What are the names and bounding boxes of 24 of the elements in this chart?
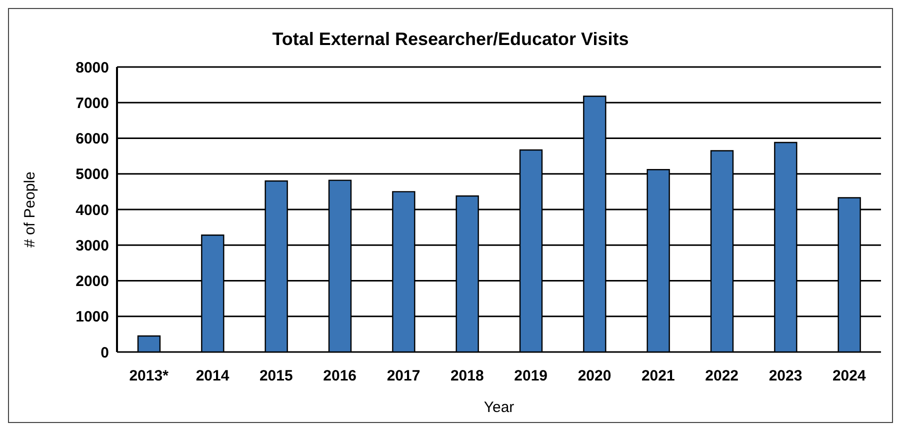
x-tick-label: 2015: [259, 368, 293, 385]
x-tick-label: 2017: [386, 368, 420, 385]
x-tick-label: 2020: [578, 368, 612, 385]
y-tick-label: 1000: [76, 308, 109, 326]
x-tick-label: 2016: [323, 368, 357, 385]
y-tick-label: 4000: [76, 202, 109, 219]
x-tick-label: 2013*: [129, 368, 169, 385]
y-tick-label: 5000: [76, 166, 109, 184]
x-axis-title: Year: [484, 399, 514, 416]
y-tick-label: 3000: [76, 237, 109, 254]
y-tick-label: 7000: [76, 94, 109, 112]
chart-title: Total External Researcher/Educator Visits: [271, 28, 630, 51]
y-tick-label: 2000: [76, 273, 109, 290]
x-tick-label: 2023: [768, 368, 802, 385]
y-axis-title: # of People: [21, 172, 38, 248]
y-tick-label: 6000: [76, 130, 109, 148]
x-tick-label: 2014: [196, 368, 230, 385]
x-tick-label: 2021: [641, 368, 675, 385]
x-tick-label: 2019: [514, 368, 548, 385]
x-tick-label: 2024: [832, 368, 867, 385]
x-tick-label: 2022: [705, 368, 739, 385]
x-tick-label: 2018: [450, 368, 484, 385]
y-tick-label: 0: [100, 344, 109, 362]
y-tick-label: 8000: [76, 59, 109, 76]
